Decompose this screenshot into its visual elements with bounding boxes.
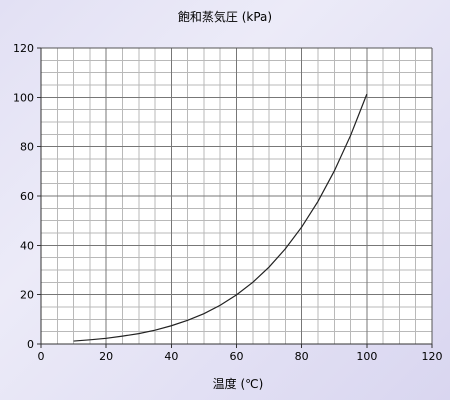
series-line [73, 93, 368, 342]
x-axis-title: 温度 (℃) [213, 376, 264, 391]
x-tick-label: 120 [422, 350, 443, 363]
chart-title: 飽和蒸気圧 (kPa) [178, 9, 272, 24]
x-tick-label: 40 [164, 350, 178, 363]
y-tick-label: 40 [20, 239, 34, 252]
x-tick-label: 80 [295, 350, 309, 363]
y-tick-label: 60 [20, 190, 34, 203]
y-tick-label: 20 [20, 289, 34, 302]
y-tick-label: 80 [20, 141, 34, 154]
y-tick-label: 0 [27, 338, 34, 351]
x-tick-label: 0 [38, 350, 45, 363]
grid [37, 47, 433, 348]
x-tick-label: 100 [356, 350, 377, 363]
x-tick-label: 20 [99, 350, 113, 363]
tick-labels: 0 20 40 60 80 100 120 0 20 40 60 80 100 120 [13, 42, 443, 363]
x-tick-label: 60 [230, 350, 244, 363]
y-tick-label: 100 [13, 91, 34, 104]
y-tick-label: 120 [13, 42, 34, 55]
